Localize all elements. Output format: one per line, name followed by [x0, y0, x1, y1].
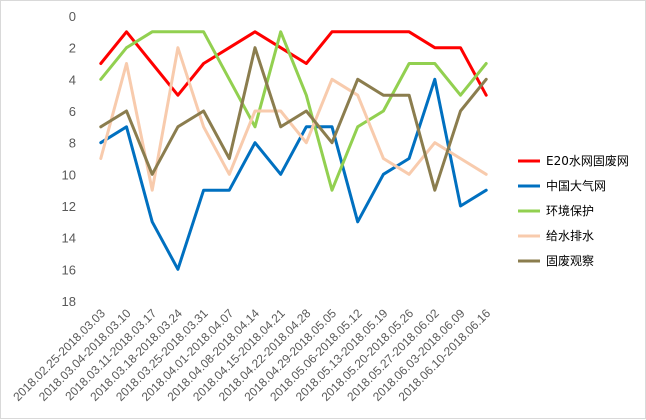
legend-label-1: E20水网固废网: [546, 153, 629, 168]
series-line-3: [99, 30, 488, 192]
y-tick-label: 18: [62, 294, 76, 309]
legend-label-3: 环境保护: [546, 203, 594, 218]
y-tick-label: 2: [69, 41, 76, 56]
legend-label-4: 给水排水: [546, 229, 594, 243]
y-tick-label: 6: [69, 104, 76, 119]
y-tick-label: 10: [62, 167, 76, 182]
series-line-1: [99, 30, 488, 97]
y-tick-label: 12: [62, 199, 76, 214]
y-tick-label: 4: [69, 72, 76, 87]
series-line-4: [99, 46, 488, 192]
y-tick-label: 14: [62, 231, 76, 246]
series-line-5: [99, 46, 488, 192]
legend-label-5: 固废观察: [546, 253, 594, 268]
legend-label-2: 中国大气网: [546, 178, 606, 193]
y-tick-label: 16: [62, 262, 76, 277]
y-tick-label: 8: [69, 136, 76, 151]
y-tick-label: 0: [69, 9, 76, 24]
series-line-2: [99, 77, 488, 271]
